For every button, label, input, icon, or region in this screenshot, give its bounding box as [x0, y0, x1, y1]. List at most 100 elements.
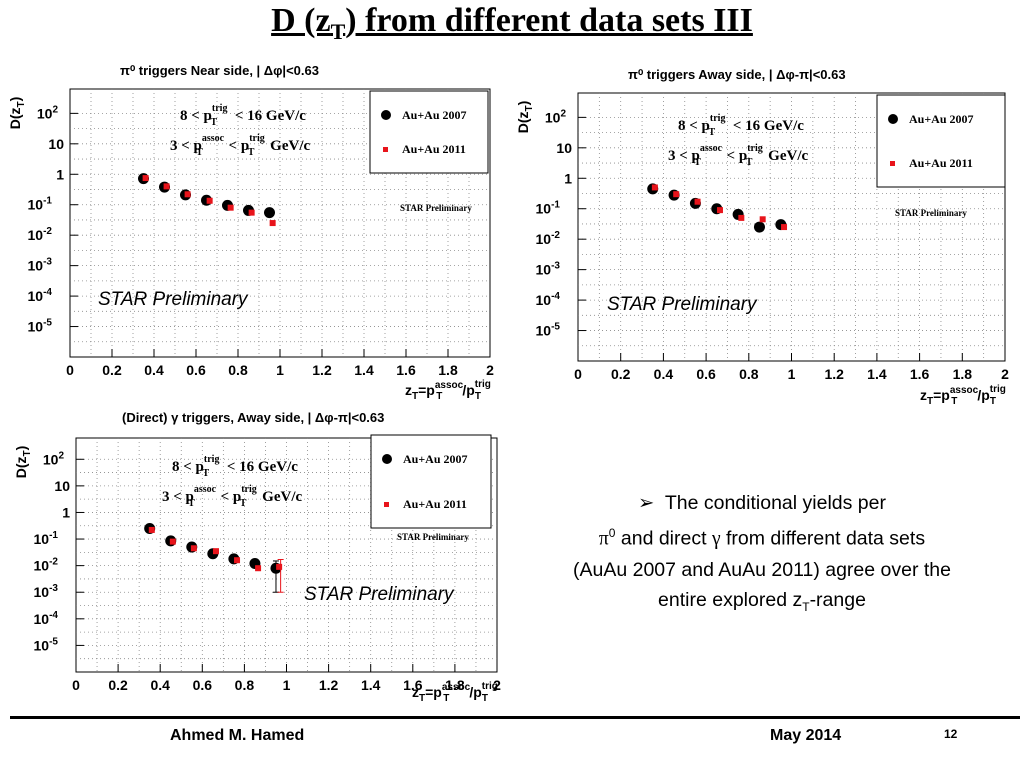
x-tick-label: 2	[493, 677, 501, 693]
x-axis-label: zT=passoc T/ptrig T	[405, 379, 491, 402]
x-tick-label: 1.8	[445, 677, 465, 693]
series-2007	[144, 522, 282, 593]
page-number: 12	[944, 727, 958, 741]
y-tick-label: 10-1	[536, 200, 561, 217]
series-2011	[142, 175, 276, 227]
cut-trigger-pt: 8 < ptrig T < 16 GeV/c	[678, 113, 804, 138]
footer-date: May 2014	[770, 727, 842, 744]
x-tick-label: 0.4	[150, 677, 170, 693]
y-tick-label: 1	[56, 166, 64, 182]
y-axis-label: D(zT)	[7, 97, 27, 130]
x-tick-label: 2	[1001, 366, 1009, 382]
y-tick-label: 10-5	[34, 636, 59, 653]
y-tick-label: 10-2	[28, 226, 53, 243]
x-tick-label: 0.6	[186, 362, 206, 378]
legend-marker-2011	[890, 161, 895, 166]
x-tick-label: 0.6	[193, 677, 213, 693]
x-tick-label: 1	[276, 362, 284, 378]
x-tick-label: 0	[574, 366, 582, 382]
legend-box	[369, 90, 489, 174]
legend-marker-2011	[383, 147, 388, 152]
chart-svg: (Direct) γ triggers, Away side, | Δφ-π|<…	[13, 410, 501, 704]
cut-trigger-pt: 8 < ptrig T < 16 GeV/c	[172, 454, 298, 479]
chart-title: π⁰ triggers Near side, | Δφ|<0.63	[120, 63, 319, 78]
y-tick-label: 10-3	[536, 261, 561, 278]
x-tick-label: 1.4	[867, 366, 887, 382]
bullet-arrow-icon: ➢	[638, 492, 655, 514]
x-tick-label: 0.2	[611, 366, 631, 382]
x-tick-label: 0.2	[108, 677, 128, 693]
y-tick-label: 10-3	[28, 257, 53, 274]
point-2011	[248, 209, 255, 216]
legend-box	[876, 94, 1006, 188]
point-2011	[206, 197, 213, 204]
x-tick-label: 1.2	[312, 362, 332, 378]
y-tick-label: 10-4	[28, 287, 53, 304]
point-2011	[212, 548, 219, 555]
y-tick-label: 10-2	[34, 557, 59, 574]
point-2011	[694, 198, 701, 205]
panel-pi0-away-side: π⁰ triggers Away side, | Δφ-π|<0.63 0 0.2 0…	[508, 63, 1024, 413]
x-tick-label: 0.6	[696, 366, 716, 382]
y-tick-label: 10-4	[536, 291, 561, 308]
point-2011	[781, 224, 788, 231]
x-tick-label: 1.8	[953, 366, 973, 382]
series-2011	[148, 526, 284, 593]
x-tick-label: 2	[486, 362, 494, 378]
y-tick-label: 10	[54, 478, 70, 494]
point-2011	[190, 545, 197, 552]
y-tick-label: 102	[37, 104, 59, 121]
legend-label-2007: Au+Au 2007	[402, 108, 467, 122]
point-2011	[184, 191, 191, 198]
y-axis-label: D(zT)	[515, 101, 535, 134]
x-tick-label: 0	[72, 677, 80, 693]
x-tick-label: 0.2	[102, 362, 122, 378]
x-tick-label: 0.8	[235, 677, 255, 693]
y-tick-label: 102	[545, 108, 567, 125]
y-tick-label: 10-1	[28, 196, 53, 213]
preliminary-tag-small: STAR Preliminary	[400, 203, 472, 213]
legend-marker-2007	[888, 114, 898, 124]
chart-title: π⁰ triggers Away side, | Δφ-π|<0.63	[628, 67, 846, 82]
x-tick-label: 1	[283, 677, 291, 693]
x-tick-label: 0.8	[739, 366, 759, 382]
legend-label-2007: Au+Au 2007	[909, 112, 974, 126]
y-tick-label: 10-5	[28, 318, 53, 335]
title-rest: ) from different data sets III	[345, 2, 753, 39]
x-tick-label: 1.4	[361, 677, 381, 693]
point-2007	[264, 207, 275, 219]
preliminary-tag-small: STAR Preliminary	[895, 208, 967, 218]
legend: Au+Au 2007 Au+Au 2011	[876, 94, 1006, 188]
y-tick-label: 10-1	[34, 530, 59, 547]
y-tick-label: 10	[556, 140, 572, 156]
x-tick-label: 1.8	[438, 362, 458, 378]
point-2011	[227, 204, 234, 211]
footer-author: Ahmed M. Hamed	[170, 727, 305, 744]
point-2011	[169, 538, 176, 545]
series-2011	[651, 184, 788, 231]
conclusion-line-3: (AuAu 2007 and AuAu 2011) agree over the	[572, 558, 951, 581]
legend: Au+Au 2007 Au+Au 2011	[369, 90, 489, 174]
x-tick-label: 1.2	[319, 677, 339, 693]
x-tick-label: 1.6	[403, 677, 423, 693]
y-tick-label: 1	[564, 170, 572, 186]
cut-assoc-pt: 3 < passoc T < ptrig T GeV/c	[162, 484, 302, 509]
chart-title: (Direct) γ triggers, Away side, | Δφ-π|<…	[122, 410, 384, 425]
x-tick-label: 1.6	[396, 362, 416, 378]
legend-marker-2007	[382, 454, 392, 464]
x-axis-label: zT=passoc T/ptrig T	[412, 681, 498, 704]
panel-gamma-away-side: (Direct) γ triggers, Away side, | Δφ-π|<…	[0, 405, 510, 715]
cut-trigger-pt: 8 < ptrig T < 16 GeV/c	[180, 103, 306, 128]
point-2011	[276, 563, 283, 570]
y-tick-label: 10	[48, 136, 64, 152]
y-tick-label: 10-5	[536, 322, 561, 339]
preliminary-watermark: STAR Preliminary	[607, 294, 758, 315]
legend-label-2011: Au+Au 2011	[402, 142, 466, 156]
point-2011	[651, 184, 658, 191]
legend-label-2007: Au+Au 2007	[403, 452, 468, 466]
panel-pi0-near-side: π⁰ triggers Near side, | Δφ|<0.63 0 0.2 0.4…	[0, 58, 510, 408]
x-tick-label: 0	[66, 362, 74, 378]
conclusion-line-4: entire explored zT-range	[658, 588, 866, 614]
chart-svg: π⁰ triggers Away side, | Δφ-π|<0.63 0 0.2 0…	[515, 67, 1009, 407]
conclusion-line-2: π0 and direct γ from different data sets	[598, 526, 926, 550]
